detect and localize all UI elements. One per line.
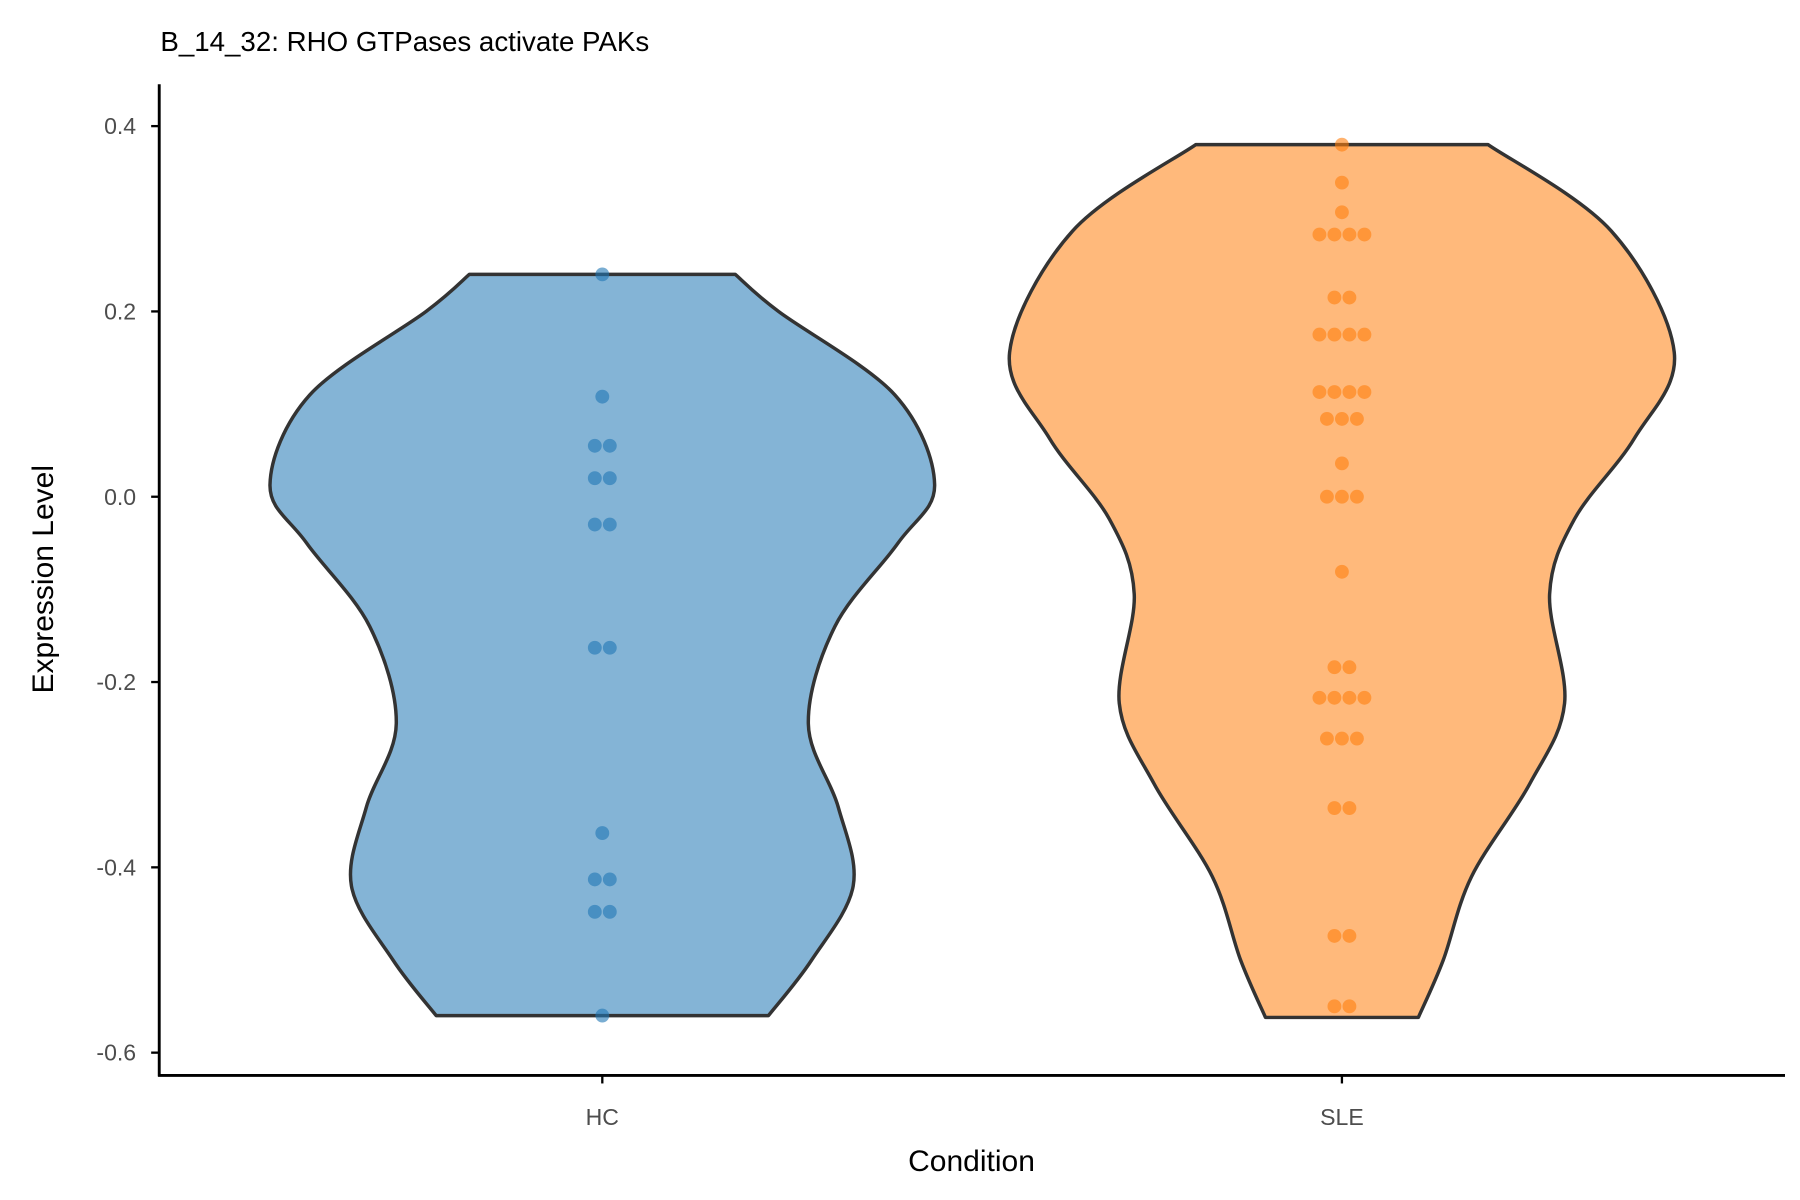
data-point <box>1320 731 1334 746</box>
data-point <box>1312 690 1327 705</box>
axes <box>157 84 1785 1077</box>
data-point <box>1342 327 1357 342</box>
data-point <box>602 640 617 655</box>
data-point <box>1327 928 1342 943</box>
y-tick-label: 0.4 <box>104 113 136 139</box>
data-point <box>1335 731 1349 746</box>
data-point <box>1335 489 1349 504</box>
violin-hc <box>268 267 937 1023</box>
data-point <box>1357 327 1372 342</box>
chart-title: B_14_32: RHO GTPases activate PAKs <box>160 26 649 57</box>
y-tick-label: -0.2 <box>96 669 136 695</box>
data-point <box>1350 411 1364 426</box>
data-point <box>602 872 617 887</box>
data-point <box>1342 227 1357 242</box>
data-point <box>1312 385 1327 399</box>
y-ticks: 0.4 0.2 0.0 -0.2 -0.4 -0.6 <box>96 113 160 1066</box>
data-point <box>595 267 610 282</box>
data-point <box>1357 227 1372 242</box>
data-point <box>1327 999 1342 1014</box>
violin-shape <box>268 272 937 1018</box>
data-point <box>1357 385 1372 399</box>
y-tick-label: 0.0 <box>104 484 136 510</box>
data-point <box>1327 327 1342 342</box>
data-point <box>1327 660 1342 675</box>
y-axis-title: Expression Level <box>27 465 60 693</box>
x-ticks: HC SLE <box>586 1075 1364 1130</box>
data-point <box>587 640 602 655</box>
data-point <box>1342 999 1357 1014</box>
data-point <box>1342 290 1357 305</box>
data-point <box>1342 660 1357 675</box>
data-point <box>1327 385 1342 399</box>
data-point <box>1312 327 1327 342</box>
data-point <box>595 389 610 404</box>
data-point <box>1327 690 1342 705</box>
data-point <box>1350 489 1364 504</box>
data-point <box>1320 489 1334 504</box>
x-axis-title: Condition <box>908 1145 1035 1178</box>
data-point <box>1342 928 1357 943</box>
data-point <box>1335 456 1349 471</box>
data-point <box>595 1008 610 1023</box>
y-tick-label: 0.2 <box>104 299 136 325</box>
x-tick-label: SLE <box>1320 1104 1364 1130</box>
data-point <box>1327 801 1342 815</box>
data-point <box>1335 411 1349 426</box>
data-point <box>1350 731 1364 746</box>
violins <box>268 137 1677 1023</box>
data-point <box>1342 385 1357 399</box>
data-point <box>1335 137 1349 152</box>
data-point <box>602 471 617 486</box>
data-point <box>1342 690 1357 705</box>
data-point <box>1342 801 1357 815</box>
data-point <box>602 517 617 532</box>
data-point <box>602 904 617 919</box>
data-point <box>587 517 602 532</box>
data-point <box>1335 564 1349 579</box>
data-point <box>587 438 602 453</box>
data-point <box>1335 205 1349 220</box>
data-point <box>1335 175 1349 190</box>
y-tick-label: -0.4 <box>96 854 136 880</box>
data-point <box>595 826 610 840</box>
data-point <box>587 872 602 887</box>
data-point <box>1312 227 1327 242</box>
data-point <box>1327 290 1342 305</box>
violin-sle <box>1007 137 1677 1020</box>
data-point <box>1320 411 1334 426</box>
data-point <box>1327 227 1342 242</box>
violin-shape <box>1007 142 1677 1020</box>
data-point <box>1357 690 1372 705</box>
y-tick-label: -0.6 <box>96 1040 136 1066</box>
x-tick-label: HC <box>586 1104 619 1130</box>
data-point <box>587 904 602 919</box>
data-point <box>602 438 617 453</box>
data-point <box>587 471 602 486</box>
